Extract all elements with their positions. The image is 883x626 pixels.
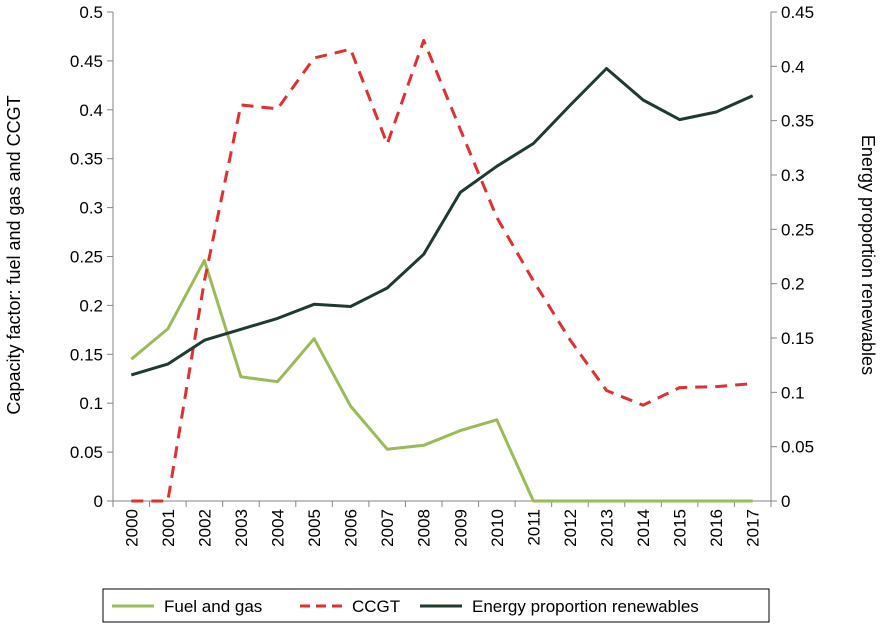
series-line-ccgt (131, 38, 753, 503)
x-tick-label: 2002 (195, 509, 214, 547)
x-tick-label: 2015 (671, 509, 690, 547)
left-tick-label: 0 (94, 492, 103, 511)
left-tick-label: 0.3 (79, 199, 103, 218)
x-tick-label: 2000 (122, 509, 141, 547)
left-tick-label: 0.2 (79, 296, 103, 315)
right-tick-label: 0.2 (781, 275, 805, 294)
left-tick-label: 0.45 (70, 52, 103, 71)
x-tick-label: 2011 (524, 509, 543, 546)
series-line-fuel-and-gas (130, 258, 753, 503)
left-tick-label: 0.4 (79, 101, 103, 120)
right-tick-label: 0.25 (781, 220, 814, 239)
legend: Fuel and gas CCGT Energy proportion renewa… (102, 588, 770, 623)
legend-label: CCGT (352, 597, 400, 616)
axes: 0 0.05 0.1 0.15 0.2 0.25 0.3 0.35 0.4 0.45 0.5 0 0.0… (70, 3, 814, 547)
x-tick-label: 2016 (707, 509, 726, 547)
right-tick-label: 0.45 (781, 3, 814, 22)
x-tick-label: 2003 (232, 509, 251, 547)
right-tick-label: 0.1 (781, 383, 805, 402)
x-tick-label: 2004 (269, 509, 288, 547)
x-tick-label: 2014 (634, 509, 653, 547)
series-line-energy-proportion-renewables (130, 67, 754, 377)
left-tick-label: 0.25 (70, 248, 103, 267)
right-tick-label: 0.4 (781, 57, 805, 76)
left-tick-label: 0.05 (70, 443, 103, 462)
left-tick-label: 0.1 (79, 394, 103, 413)
x-tick-label: 2012 (561, 509, 580, 547)
x-tick-label: 2006 (342, 509, 361, 547)
x-tick-label: 2013 (598, 509, 617, 547)
right-tick-label: 0.35 (781, 112, 814, 131)
legend-label: Fuel and gas (164, 597, 262, 616)
left-axis-title: Capacity factor: fuel and gas and CCGT (4, 95, 24, 414)
legend-label: Energy proportion renewables (472, 597, 699, 616)
x-tick-label: 2001 (159, 509, 178, 547)
x-tick-label: 2009 (451, 509, 470, 547)
x-tick-label: 2017 (744, 509, 763, 547)
x-tick-label: 2005 (305, 509, 324, 547)
left-tick-label: 0.35 (70, 150, 103, 169)
right-tick-label: 0.15 (781, 329, 814, 348)
right-tick-label: 0.3 (781, 166, 805, 185)
right-tick-label: 0 (781, 492, 790, 511)
x-tick-label: 2010 (488, 509, 507, 547)
series-layer (130, 38, 754, 503)
x-tick-label: 2008 (415, 509, 434, 547)
left-tick-label: 0.15 (70, 345, 103, 364)
left-tick-label: 0.5 (79, 3, 103, 22)
right-tick-label: 0.05 (781, 438, 814, 457)
right-axis-title: Energy proportion renewables (858, 135, 878, 375)
x-tick-label: 2007 (378, 509, 397, 547)
